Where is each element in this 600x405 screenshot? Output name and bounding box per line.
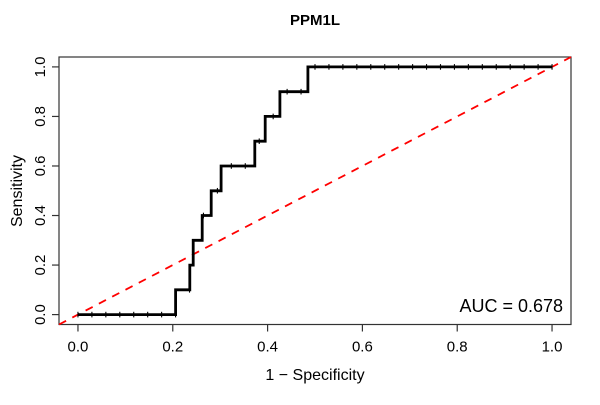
y-tick-label: 0.0 — [32, 304, 49, 325]
x-tick-label: 0.4 — [257, 339, 278, 356]
y-tick-label: 0.2 — [32, 255, 49, 276]
plot-border-box — [58, 56, 572, 326]
x-tick-label: 0.6 — [352, 339, 373, 356]
chance-diagonal-line — [58, 56, 572, 326]
y-axis: 0.0 0.2 0.4 0.6 0.8 1.0 — [32, 56, 59, 325]
y-tick-label: 1.0 — [32, 56, 49, 77]
sample-point-marks — [77, 64, 553, 318]
x-axis: 0.0 0.2 0.4 0.6 0.8 1.0 — [68, 324, 563, 356]
y-tick-label: 0.8 — [32, 106, 49, 127]
x-axis-title: 1 − Specificity — [265, 367, 364, 384]
auc-annotation: AUC = 0.678 — [459, 296, 563, 316]
x-tick-label: 0.8 — [447, 339, 468, 356]
x-tick-label: 1.0 — [542, 339, 563, 356]
chart-title: PPM1L — [290, 12, 340, 29]
x-tick-label: 0.2 — [162, 339, 183, 356]
y-tick-label: 0.4 — [32, 205, 49, 226]
x-tick-label: 0.0 — [68, 339, 89, 356]
y-axis-title: Sensitivity — [9, 155, 26, 227]
roc-step-curve — [78, 65, 552, 316]
y-tick-label: 0.6 — [32, 156, 49, 177]
